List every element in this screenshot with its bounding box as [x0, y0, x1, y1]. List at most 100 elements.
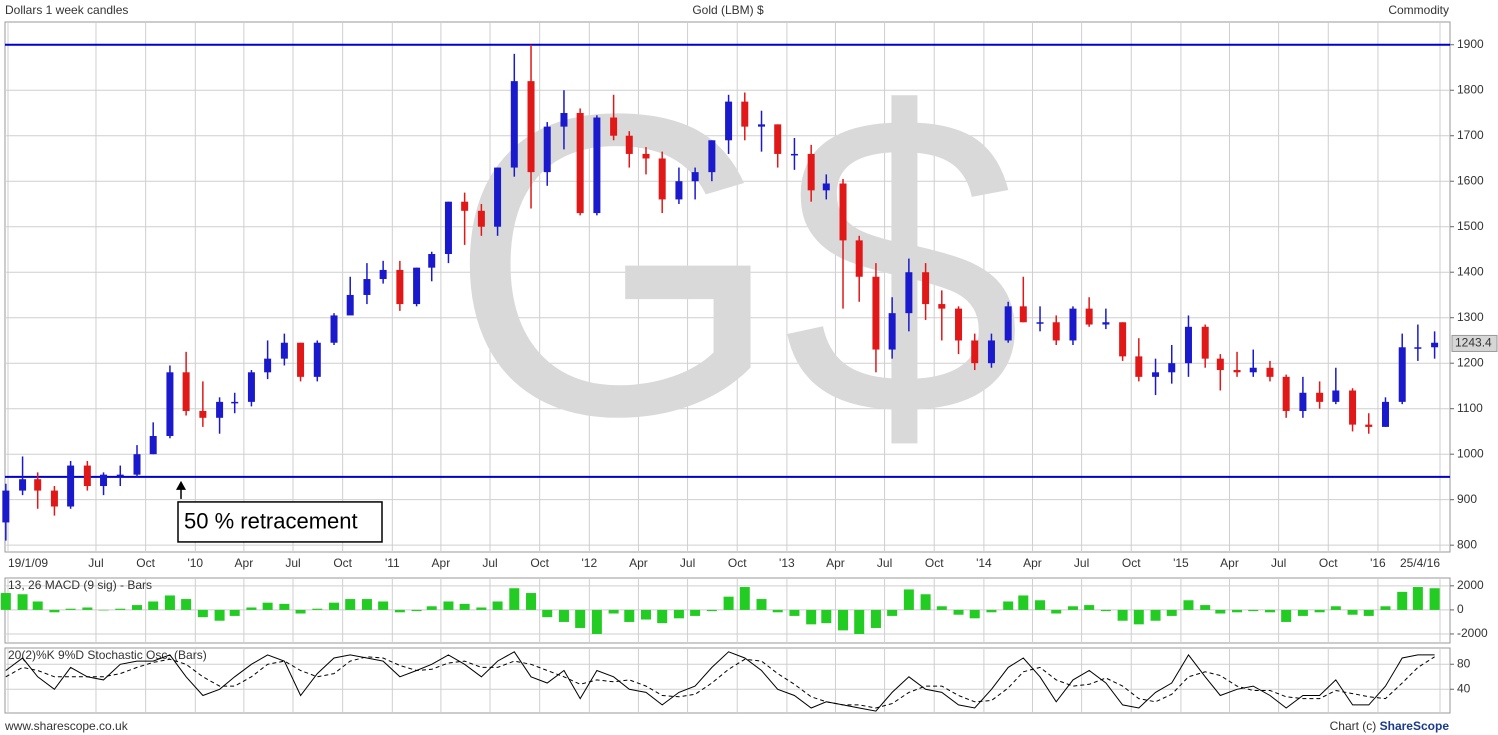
macd-bar [690, 609, 701, 616]
candle-body [774, 124, 782, 154]
candle-body [905, 272, 913, 314]
header-title: Gold (LBM) $ [692, 3, 764, 17]
macd-bar [1200, 605, 1211, 610]
macd-bar [1429, 588, 1440, 610]
y-tick-label: 1700 [1457, 128, 1484, 142]
macd-bar [624, 609, 635, 622]
annotation-arrowhead [176, 480, 186, 490]
macd-bar [756, 599, 767, 610]
candle-body [413, 267, 421, 305]
macd-bar [542, 609, 553, 618]
candle-body [1036, 322, 1044, 324]
candle-body [1381, 401, 1389, 427]
x-tick-label: 19/1/09 [8, 556, 48, 570]
candle-body [247, 372, 255, 402]
macd-bar [65, 608, 76, 610]
x-tick-label: Jul [1074, 556, 1089, 570]
macd-bar [986, 609, 997, 613]
macd-bar [17, 594, 28, 610]
x-tick-label: Apr [1220, 556, 1239, 570]
candle-body [725, 101, 733, 141]
candle-body [1052, 322, 1060, 341]
candle-body [1184, 326, 1192, 364]
candle-body [675, 181, 683, 200]
x-tick-label: Jul [482, 556, 497, 570]
x-tick-label: Jul [285, 556, 300, 570]
candle-body [363, 279, 371, 295]
candle-body [1004, 306, 1012, 341]
candle-body [708, 140, 716, 173]
candle-body [166, 372, 174, 436]
macd-bar [246, 607, 257, 610]
x-tick-label: Apr [235, 556, 254, 570]
x-tick-label: '14 [976, 556, 992, 570]
macd-bar [1314, 609, 1325, 613]
macd-bar [1133, 609, 1144, 625]
candle-body [1201, 326, 1209, 359]
x-tick-label: '10 [187, 556, 203, 570]
macd-bar [197, 609, 208, 618]
candle-body [313, 342, 321, 377]
y-tick-label: -2000 [1457, 626, 1488, 640]
annotation: 50 % retracement [184, 509, 358, 534]
candle-body [888, 313, 896, 350]
y-tick-label: 80 [1457, 656, 1471, 670]
candle-body [231, 401, 239, 404]
candle-body [297, 342, 305, 377]
candle-body [576, 112, 584, 214]
y-tick-label: 1600 [1457, 173, 1484, 187]
candle-body [346, 294, 354, 316]
macd-bar [459, 603, 470, 610]
macd-bar [920, 594, 931, 610]
candle-body [182, 372, 190, 411]
y-tick-label: 2000 [1457, 578, 1484, 592]
macd-bar [279, 603, 290, 610]
candle-body [1316, 392, 1324, 402]
macd-bar [969, 609, 980, 619]
candle-body [50, 490, 58, 507]
x-tick-label: Jul [680, 556, 695, 570]
macd-bar [887, 609, 898, 616]
macd-bar [295, 609, 306, 614]
macd-bar [1232, 609, 1243, 613]
y-tick-label: 1900 [1457, 37, 1484, 51]
macd-bar [1183, 600, 1194, 610]
candle-body [839, 183, 847, 241]
candle-body [100, 474, 108, 487]
plot-area [4, 647, 1451, 714]
candle-body [1249, 367, 1257, 373]
macd-bar [229, 609, 240, 616]
candle-body [330, 315, 338, 343]
x-tick-label: Apr [629, 556, 648, 570]
macd-bar [558, 609, 569, 622]
candle-body [34, 479, 42, 491]
candle-body [1216, 358, 1224, 371]
x-tick-label: 25/4/16 [1400, 556, 1440, 570]
macd-bar [1003, 601, 1014, 610]
candle-body [428, 254, 436, 268]
macd-bar [821, 609, 832, 624]
x-tick-label: Jul [88, 556, 103, 570]
candle-body [560, 112, 568, 127]
macd-bar [1051, 609, 1062, 614]
macd-bar [426, 606, 437, 610]
candle-body [264, 358, 272, 373]
candle-body [1299, 392, 1307, 411]
macd-bar [657, 609, 668, 624]
macd-bar [115, 608, 126, 610]
candle-body [872, 276, 880, 350]
panel-title: 20(2)%K 9%D Stochastic Osc. (Bars) [8, 648, 207, 662]
y-tick-label: 900 [1457, 492, 1477, 506]
candle-body [971, 340, 979, 364]
candle-body [67, 465, 75, 507]
x-tick-label: Oct [728, 556, 747, 570]
macd-bar [329, 602, 340, 610]
macd-bar [98, 609, 109, 611]
candle-body [855, 240, 863, 277]
macd-bar [641, 609, 652, 620]
macd-bar [1035, 600, 1046, 610]
x-tick-label: '16 [1370, 556, 1386, 570]
macd-bar [164, 595, 175, 610]
y-tick-label: 1300 [1457, 310, 1484, 324]
candle-body [116, 474, 124, 477]
